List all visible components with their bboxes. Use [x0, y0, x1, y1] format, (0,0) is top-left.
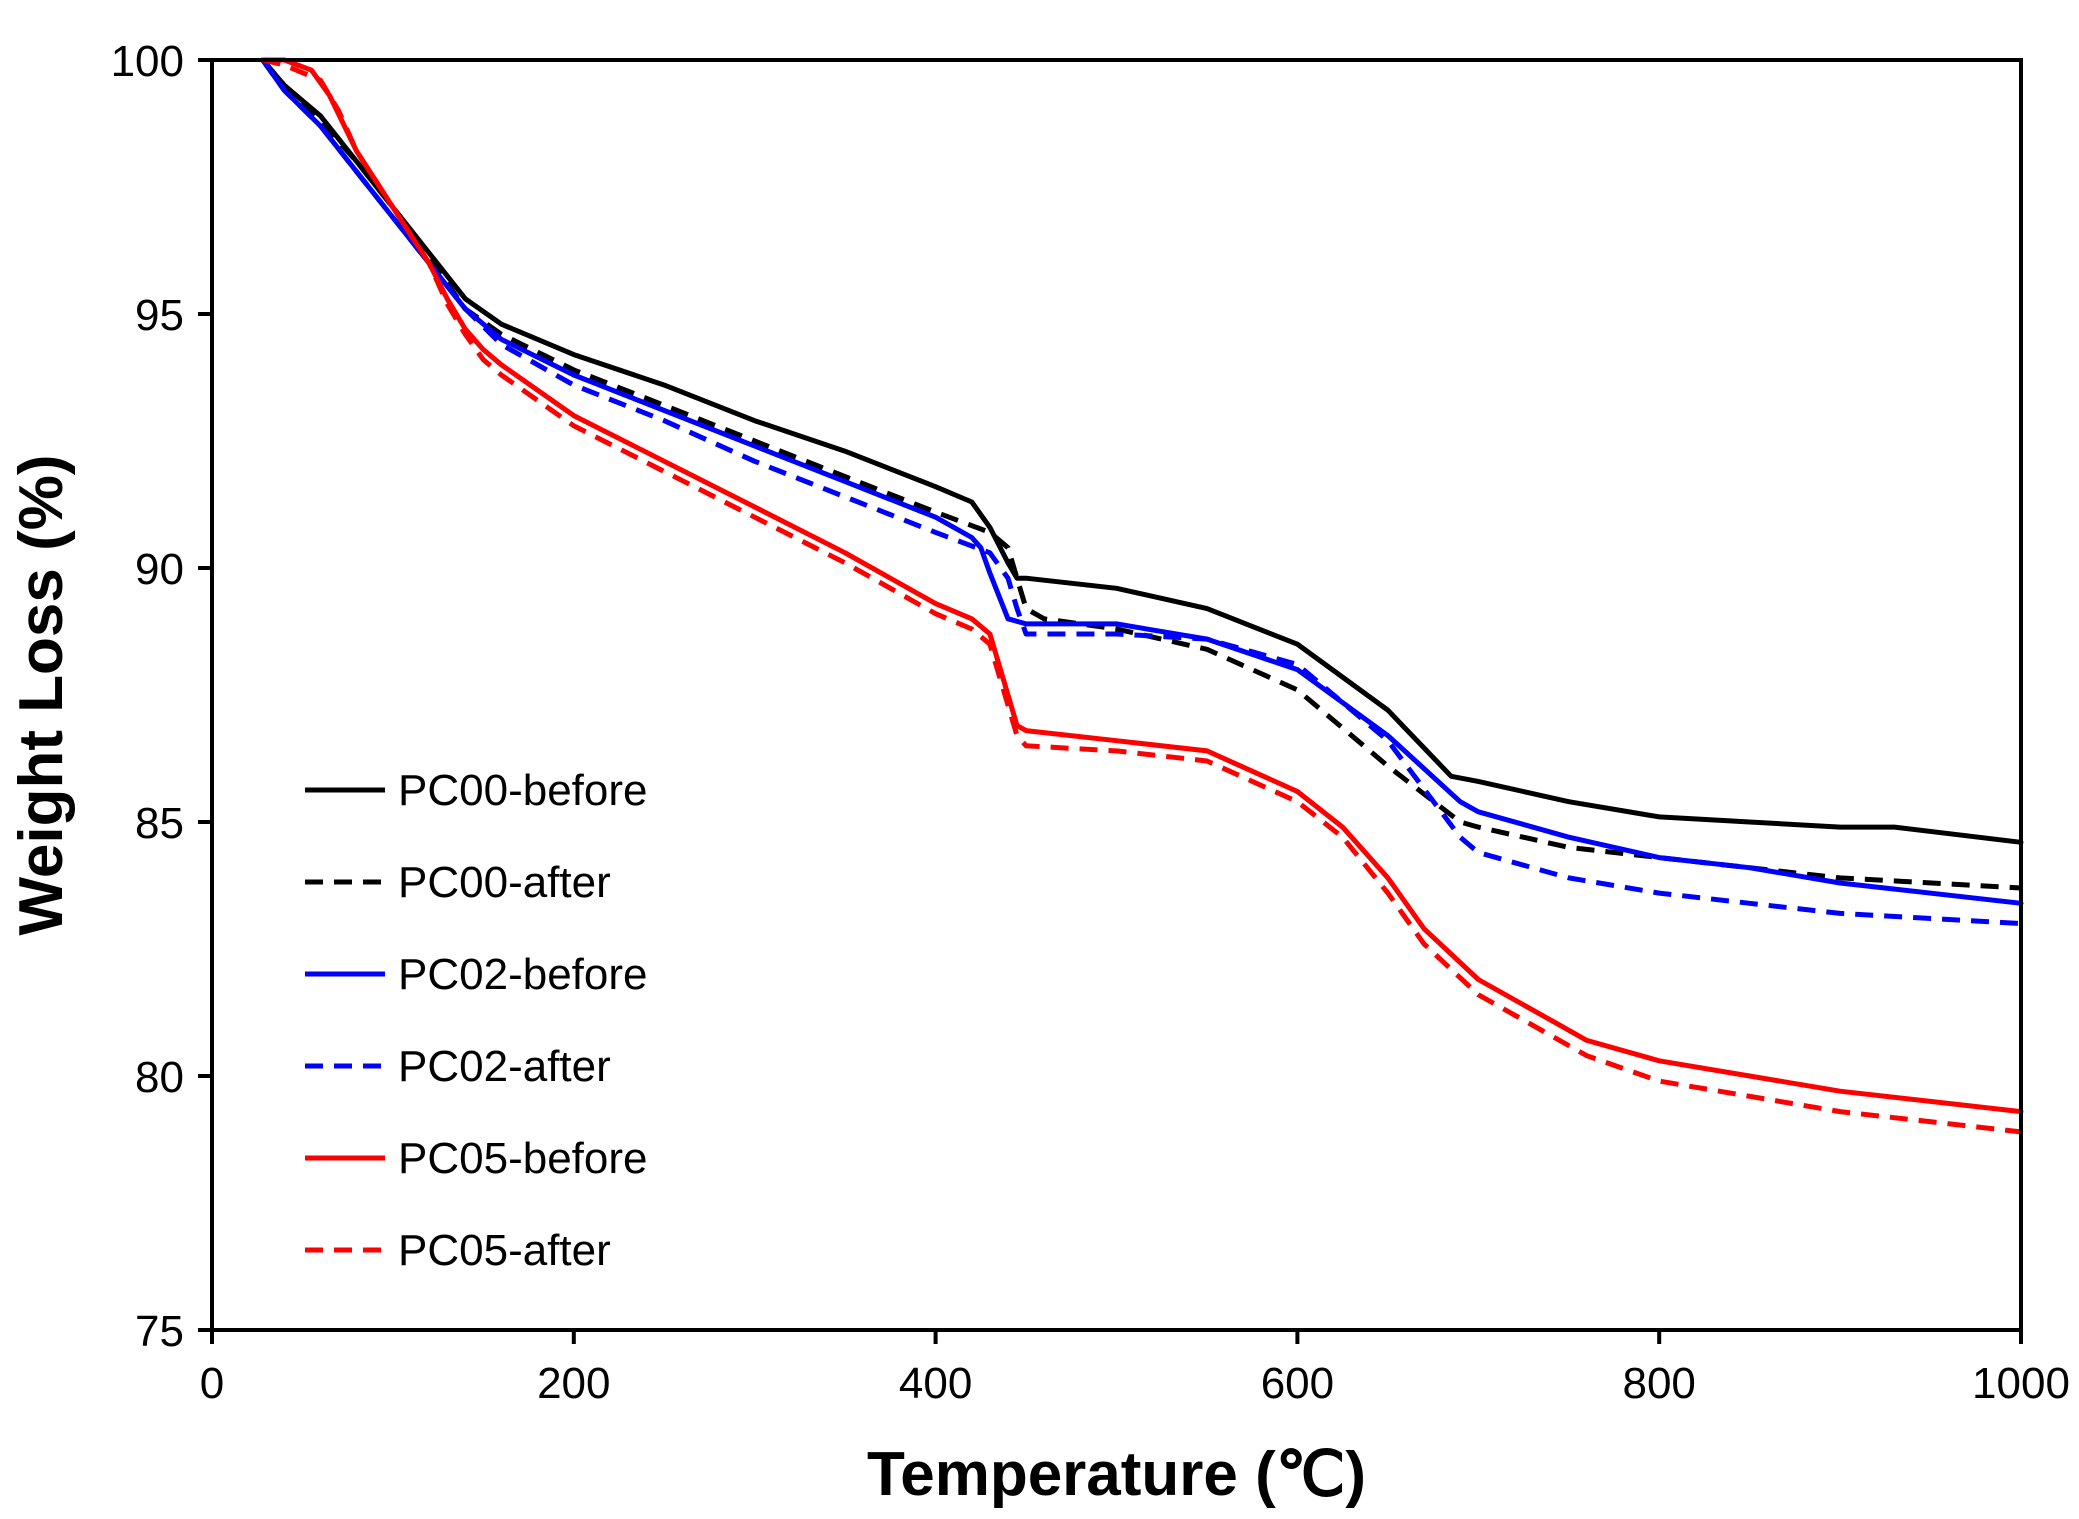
- legend-label-pc02-before: PC02-before: [398, 950, 647, 999]
- x-axis: 0 200 400 600 800 1000: [200, 1330, 2070, 1408]
- plot-area-frame: [210, 58, 2023, 1332]
- x-tick-label: 1000: [1972, 1359, 2070, 1408]
- legend-label-pc05-after: PC05-after: [398, 1226, 611, 1275]
- x-axis-title: Temperature (℃): [867, 1440, 1366, 1509]
- legend: PC00-before PC00-after PC02-before PC02-aft…: [305, 766, 647, 1275]
- series-line-pc00-after: [260, 58, 2022, 891]
- legend-label-pc05-before: PC05-before: [398, 1134, 647, 1183]
- x-tick-label: 600: [1261, 1359, 1334, 1408]
- y-tick-label: 80: [135, 1053, 184, 1102]
- y-tick-label: 90: [135, 545, 184, 594]
- y-axis: 75 80 85 90 95 100: [111, 37, 212, 1356]
- y-tick-label: 100: [111, 37, 184, 86]
- y-tick-label: 75: [135, 1307, 184, 1356]
- y-tick-label: 85: [135, 799, 184, 848]
- legend-label-pc02-after: PC02-after: [398, 1042, 611, 1091]
- y-axis-title: Weight Loss (%): [7, 454, 76, 935]
- x-tick-label: 0: [200, 1359, 224, 1408]
- series-line-pc00-before: [260, 57, 2024, 845]
- y-tick-label: 95: [135, 291, 184, 340]
- legend-label-pc00-before: PC00-before: [398, 766, 647, 815]
- x-tick-label: 800: [1622, 1359, 1695, 1408]
- x-tick-label: 200: [537, 1359, 610, 1408]
- series-line-pc05-after: [262, 57, 2022, 1135]
- series-group: [260, 57, 2024, 1135]
- x-tick-label: 400: [899, 1359, 972, 1408]
- series-line-pc02-after: [260, 58, 2022, 927]
- legend-label-pc00-after: PC00-after: [398, 858, 611, 907]
